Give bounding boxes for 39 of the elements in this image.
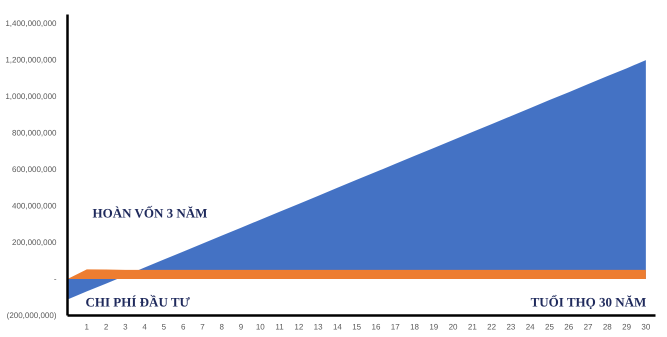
x-tick-label: 5 [162,322,167,332]
x-tick-label: 11 [275,322,284,332]
x-tick-label: 28 [602,322,612,332]
x-tick-label: 12 [294,322,304,332]
x-tick-label: 25 [545,322,554,332]
y-tick-label: 200,000,000 [12,238,58,248]
x-tick-label: 13 [314,322,324,332]
x-tick-label: 8 [220,322,225,332]
x-tick-label: 24 [526,322,536,332]
y-tick-label: 1,000,000,000 [5,92,58,102]
x-tick-label: 29 [622,322,632,332]
y-tick-label: 400,000,000 [12,202,58,211]
x-tick-label: 4 [142,322,148,332]
x-tick-label: 9 [238,322,244,332]
x-tick-label: 20 [448,322,458,332]
x-tick-label: 21 [468,322,478,332]
x-tick-label: 2 [104,322,109,332]
x-tick-label: 16 [372,322,381,332]
x-tick-label: 26 [564,322,574,332]
x-tick-label: 7 [200,322,206,332]
y-tick-label: (200,000,000) [6,311,57,320]
y-tick-label: - [54,274,57,284]
x-tick-label: 30 [641,322,651,332]
y-tick-label: 1,400,000,000 [5,19,58,28]
x-tick-label: 15 [352,322,362,332]
y-tick-label: 600,000,000 [12,165,58,174]
x-tick-label: 17 [390,322,400,332]
x-tick-label: 3 [123,322,128,332]
x-tick-label: 14 [332,322,342,332]
x-tick-label: 10 [256,322,266,332]
x-tick-label: 19 [429,322,439,332]
x-tick-label: 27 [584,322,594,332]
y-tick-label: 1,200,000,000 [5,56,58,65]
x-tick-label: 1 [84,322,90,332]
x-tick-label: 23 [506,322,516,332]
x-tick-label: 6 [180,322,186,332]
x-tick-label: 22 [487,322,497,332]
x-tick-label: 18 [410,322,420,332]
y-tick-label: 800,000,000 [12,128,58,138]
